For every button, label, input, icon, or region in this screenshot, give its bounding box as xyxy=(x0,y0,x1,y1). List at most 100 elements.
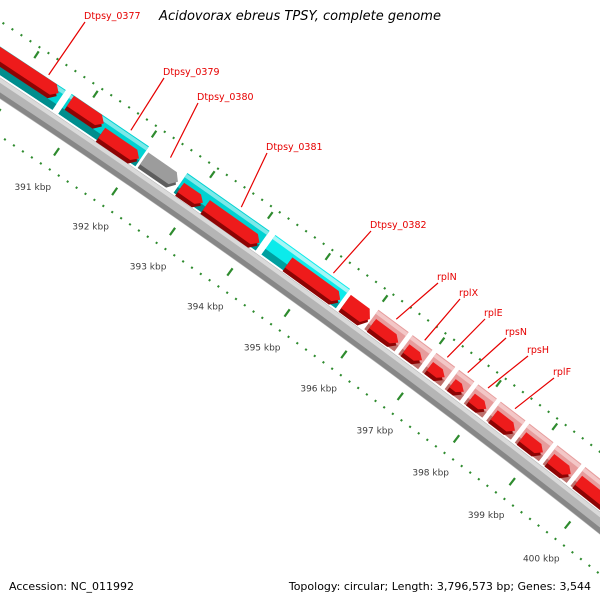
ruler-tick-inner xyxy=(508,477,516,486)
gene-arrow[interactable] xyxy=(338,294,370,326)
gene-label[interactable]: Dtpsy_0380 xyxy=(197,92,254,103)
gene-arrow[interactable] xyxy=(137,152,178,188)
gene-label-line xyxy=(514,377,555,410)
gene-label[interactable]: Dtpsy_0377 xyxy=(84,11,141,22)
backbone-shadow xyxy=(0,92,600,535)
gene-arrow-body xyxy=(547,454,571,475)
gene-label-callout: Dtpsy_0377 xyxy=(48,11,141,76)
gene-band-highlight xyxy=(456,370,474,386)
gene-arrow-body xyxy=(0,46,59,95)
gene-label[interactable]: rplE xyxy=(484,308,503,319)
ruler-tick-outer xyxy=(495,379,502,388)
ruler-kbp-label: 397 kbp xyxy=(357,426,394,436)
gene-label[interactable]: rplX xyxy=(459,288,479,299)
gene-arrow-body xyxy=(519,432,543,454)
gene-arrow[interactable] xyxy=(366,319,399,347)
gene-arrow-body xyxy=(285,257,341,302)
gene-label-callout: rpsH xyxy=(487,345,549,389)
ruler-tick-inner xyxy=(111,187,119,196)
gene-label[interactable]: rplN xyxy=(437,272,457,283)
gene-band-shadow xyxy=(0,66,57,110)
gene-arrow[interactable] xyxy=(175,182,203,208)
gene-label-line xyxy=(424,298,461,341)
gene-arrow[interactable] xyxy=(465,393,487,413)
gene-arrow-body xyxy=(490,410,515,432)
ruler-kbp-label: 395 kbp xyxy=(244,343,281,353)
gene-label[interactable]: rplF xyxy=(553,367,571,378)
ruler-kbp-label: 392 kbp xyxy=(72,222,109,232)
backbone-highlight xyxy=(0,78,600,518)
gene-label-line xyxy=(446,318,486,358)
ruler-tick-inner xyxy=(396,392,404,401)
ruler-tick-inner xyxy=(226,267,234,277)
gene-label-callout: rplX xyxy=(424,288,479,341)
gene-arrow[interactable] xyxy=(544,454,571,479)
gene-arrow[interactable] xyxy=(516,432,543,457)
gene-arrow-body xyxy=(202,200,260,245)
gene-arrow-body xyxy=(140,152,178,185)
gene-band-highlight xyxy=(272,235,350,293)
gene-arrow-body xyxy=(66,95,104,126)
gene-label-line xyxy=(332,230,372,274)
ruler-kbp-label: 394 kbp xyxy=(187,303,224,313)
gene-band-highlight xyxy=(497,402,525,425)
ruler-tick-inner xyxy=(340,350,348,359)
gene-label-line xyxy=(169,102,199,158)
gene-arrow[interactable] xyxy=(64,95,104,129)
status-genome-info: Topology: circular; Length: 3,796,573 bp… xyxy=(288,580,591,593)
ruler-kbp-label: 399 kbp xyxy=(468,511,505,521)
gene-arrow[interactable] xyxy=(488,410,515,435)
gene-label[interactable]: Dtpsy_0382 xyxy=(370,220,427,231)
gene-arrow[interactable] xyxy=(282,257,341,305)
gene-arrow-body xyxy=(98,127,139,160)
status-bar: Accession: NC_011992 Topology: circular;… xyxy=(0,580,600,593)
gene-label-callout: rplF xyxy=(514,367,571,410)
gene-band-highlight xyxy=(475,385,497,403)
gene-label[interactable]: rpsH xyxy=(527,345,549,356)
ruler-tick-inner xyxy=(53,147,61,157)
gene-label-line xyxy=(395,282,439,320)
gene-label-line xyxy=(48,21,86,76)
gene-arrow-body xyxy=(341,294,370,322)
gene-label[interactable]: Dtpsy_0379 xyxy=(163,67,220,78)
gene-arrow-body xyxy=(449,379,464,393)
ruler-tick-outer xyxy=(150,130,158,139)
gene-band-highlight xyxy=(582,467,600,486)
gene-label-callout: Dtpsy_0380 xyxy=(169,92,254,158)
gene-arrow-body xyxy=(177,182,203,204)
gene-arrow[interactable] xyxy=(572,475,600,536)
gene-label[interactable]: Dtpsy_0381 xyxy=(266,142,323,153)
ruler-kbp-label: 396 kbp xyxy=(300,385,337,395)
gene-arrow[interactable] xyxy=(424,362,445,382)
ruler-kbp-label: 393 kbp xyxy=(130,262,167,272)
gene-arrow[interactable] xyxy=(400,344,423,365)
gene-arrow-body xyxy=(426,362,445,378)
gene-arrow-body xyxy=(369,319,399,344)
gene-label-line xyxy=(487,355,529,389)
ruler-tick-outer xyxy=(33,50,40,59)
gene-label-line xyxy=(240,152,268,208)
gene-band-highlight xyxy=(433,353,455,371)
gene-band-highlight xyxy=(554,446,581,468)
gene-arrow[interactable] xyxy=(0,45,59,99)
gene-label-callout: Dtpsy_0382 xyxy=(332,220,427,274)
gene-arrow[interactable] xyxy=(200,200,260,248)
ruler-tick-outer xyxy=(438,336,446,345)
ruler-tick-outer xyxy=(381,294,389,303)
ruler-tick-outer xyxy=(551,422,559,431)
gene-arrow[interactable] xyxy=(446,379,464,396)
status-accession: Accession: NC_011992 xyxy=(9,580,135,593)
ruler-tick-inner xyxy=(452,434,461,444)
gene-label-line xyxy=(130,77,165,131)
gene-arrow[interactable] xyxy=(95,127,139,164)
gene-label-callout: rpsN xyxy=(467,327,527,374)
ruler-tick-outer xyxy=(267,211,274,220)
ruler-kbp-label: 398 kbp xyxy=(412,469,449,479)
ruler-tick-inner xyxy=(283,308,291,318)
ruler-kbp-label: 400 kbp xyxy=(523,554,560,564)
ruler-tick-outer xyxy=(92,90,99,99)
gene-label-callout: Dtpsy_0379 xyxy=(130,67,220,131)
gene-label[interactable]: rpsN xyxy=(505,327,527,338)
